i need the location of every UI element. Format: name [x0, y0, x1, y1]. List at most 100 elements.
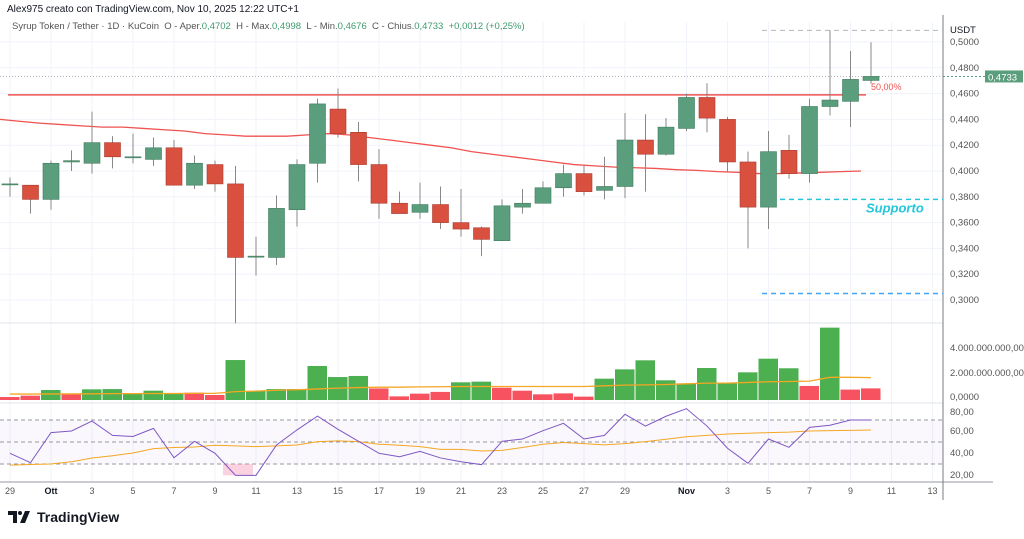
- x-tick-label: 3: [89, 486, 94, 496]
- candle-body: [124, 156, 142, 159]
- x-tick-label: 23: [497, 486, 507, 496]
- candle: [350, 121, 367, 182]
- candle-body: [862, 76, 880, 81]
- x-tick-label: 7: [171, 486, 176, 496]
- volume-bar: [205, 395, 225, 400]
- volume-bar: [738, 372, 758, 400]
- rsi-tick-label: 60,00: [950, 426, 974, 437]
- x-tick-label: 9: [848, 486, 853, 496]
- volume-bar: [430, 391, 450, 400]
- volume-bar: [246, 390, 266, 400]
- candle: [452, 189, 470, 237]
- candle-body: [309, 103, 326, 164]
- x-tick-label: 29: [5, 486, 15, 496]
- candle: [1, 177, 19, 197]
- volume-bar: [164, 393, 184, 400]
- candle-body: [370, 164, 388, 204]
- candle: [227, 165, 244, 324]
- candle: [22, 184, 39, 214]
- symbol-legend: Syrup Token / Tether · 1D · KuCoin O - A…: [12, 21, 525, 32]
- price-tick-label: 0,4200: [950, 140, 979, 151]
- volume-bar: [225, 360, 245, 400]
- candle-body: [288, 164, 306, 211]
- candle-body: [63, 160, 80, 163]
- price-tick-label: 0,4000: [950, 166, 979, 177]
- candle-body: [165, 147, 183, 186]
- candle-body: [22, 184, 39, 200]
- x-tick-label: 15: [333, 486, 343, 496]
- volume-bar: [779, 368, 799, 400]
- volume-bar: [697, 368, 717, 400]
- volume-bar: [471, 381, 491, 400]
- volume-bar: [594, 378, 614, 400]
- volume-bar: [861, 388, 881, 400]
- candle: [801, 98, 818, 183]
- x-tick-label: 11: [887, 486, 896, 496]
- candle: [575, 165, 593, 196]
- currency-label: USDT: [950, 25, 976, 36]
- resistance-label: 50,00%: [871, 82, 902, 92]
- logo-text: TradingView: [37, 509, 120, 525]
- candle-body: [637, 139, 654, 155]
- candle-body: [493, 205, 511, 241]
- volume-bar: [102, 389, 122, 400]
- price-tick-label: 0,5000: [950, 37, 979, 48]
- volume-bar: [717, 383, 737, 400]
- candle: [514, 189, 531, 214]
- price-tick-label: 0,3400: [950, 243, 979, 254]
- rsi-tick-label: 40,00: [950, 448, 974, 459]
- price-tick-label: 0,4400: [950, 114, 979, 125]
- candle-body: [247, 255, 265, 258]
- close-value: 0,4733: [414, 21, 444, 32]
- candle: [637, 114, 654, 192]
- candle: [83, 111, 101, 174]
- x-tick-label: 29: [620, 486, 630, 496]
- high-label: H - Max.: [236, 21, 272, 32]
- candle: [473, 226, 490, 257]
- volume-bar: [184, 392, 204, 400]
- x-tick-label: 19: [415, 486, 425, 496]
- candle-body: [104, 142, 121, 158]
- candle-body: [780, 150, 798, 174]
- candle-body: [739, 161, 757, 208]
- x-tick-label: 27: [579, 486, 589, 496]
- volume-bar: [287, 389, 307, 400]
- candle: [493, 199, 511, 241]
- candle: [555, 164, 572, 197]
- candle: [616, 112, 634, 199]
- candle-body: [698, 97, 716, 119]
- x-tick-label: 11: [251, 486, 260, 496]
- rsi-line: [9, 408, 871, 476]
- volume-bar: [840, 389, 860, 400]
- last-price-value: 0,4733: [988, 72, 1017, 83]
- volume-bar: [143, 390, 163, 400]
- x-tick-label: 9: [212, 486, 217, 496]
- x-tick-label: 3: [725, 486, 730, 496]
- volume-bar: [656, 380, 676, 400]
- candle: [309, 98, 326, 183]
- candle-body: [760, 151, 777, 208]
- candle: [206, 160, 224, 192]
- volume-bar: [389, 396, 409, 400]
- volume-bar: [61, 394, 81, 400]
- candle: [432, 186, 449, 230]
- candle-body: [452, 222, 470, 230]
- price-tick-label: 0,4600: [950, 89, 979, 100]
- candle-body: [678, 97, 695, 129]
- tradingview-logo[interactable]: TradingView: [8, 509, 119, 525]
- attribution: Alex975 creato con TradingView.com, Nov …: [7, 4, 299, 15]
- x-tick-label: Ott: [45, 486, 58, 496]
- candle-body: [514, 202, 531, 208]
- candle: [124, 133, 142, 164]
- low-value: 0,4676: [337, 21, 367, 32]
- candle-body: [145, 147, 162, 160]
- candle-body: [268, 208, 285, 258]
- change-value: +0,0012 (+0,25%): [448, 21, 525, 32]
- x-tick-label: 5: [766, 486, 771, 496]
- candle: [63, 150, 80, 171]
- candle: [739, 151, 757, 249]
- last-price-tag: [985, 70, 1023, 83]
- volume-bar: [0, 397, 20, 400]
- candle-body: [534, 187, 552, 204]
